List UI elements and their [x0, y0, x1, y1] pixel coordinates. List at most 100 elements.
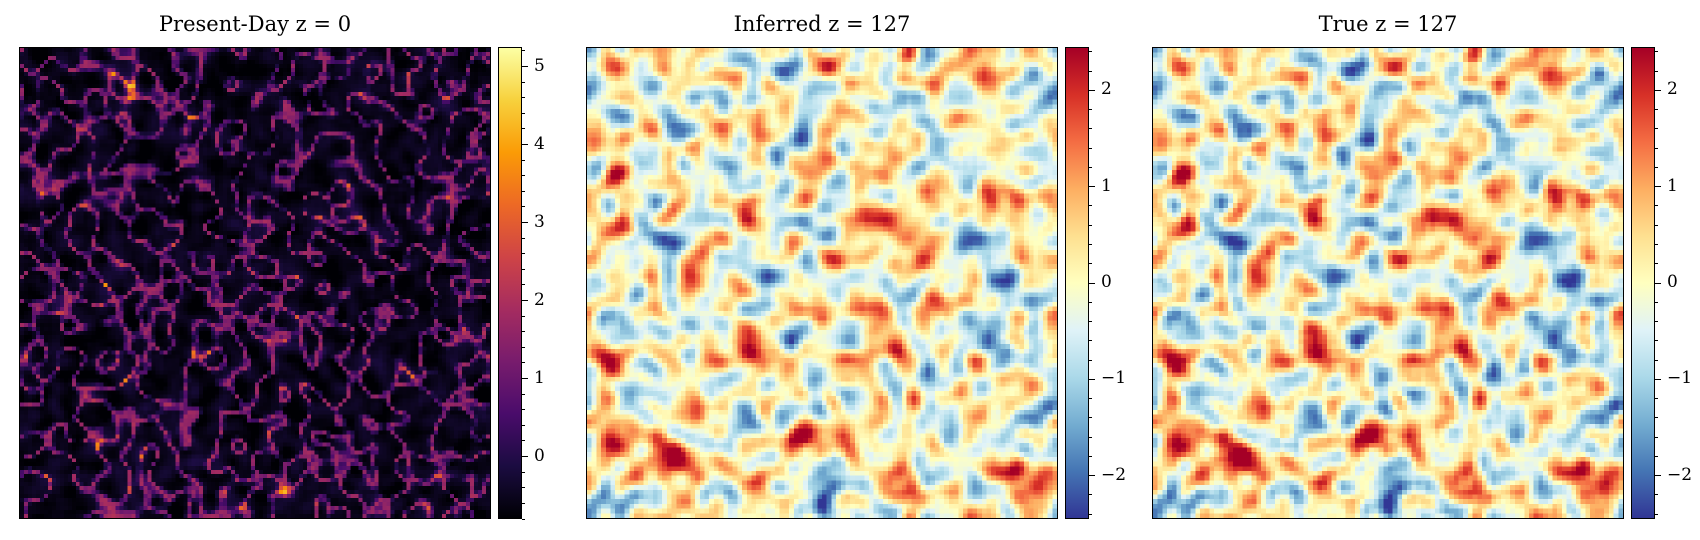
- tick-mark: [1655, 359, 1658, 361]
- tick-mark: [1655, 436, 1658, 438]
- tick-mark: [1089, 340, 1092, 342]
- panel-title: True z = 127: [1318, 12, 1458, 36]
- tick-mark: [1655, 205, 1658, 207]
- colorbar-tick-label: 3: [534, 211, 545, 232]
- tick-mark: [1089, 51, 1092, 53]
- tick-mark: [522, 300, 528, 302]
- tick-mark: [1655, 109, 1658, 111]
- tick-mark: [1089, 224, 1092, 226]
- panel-title: Inferred z = 127: [733, 12, 911, 36]
- colorbar: [1631, 47, 1655, 519]
- tick-mark: [522, 331, 525, 333]
- tick-mark: [1655, 321, 1658, 323]
- tick-mark: [522, 222, 528, 224]
- tick-mark: [1089, 243, 1092, 245]
- tick-mark: [1089, 378, 1095, 380]
- tick-mark: [1089, 494, 1092, 496]
- colorbar-tick-label: −1: [1667, 368, 1693, 389]
- tick-mark: [1089, 109, 1092, 111]
- colorbar-tick-label: −2: [1101, 464, 1127, 485]
- colorbar-tick-label: 2: [1101, 79, 1112, 100]
- tick-mark: [522, 284, 525, 286]
- tick-mark: [1655, 147, 1658, 149]
- density-heatmap: [19, 47, 491, 519]
- tick-mark: [1089, 398, 1092, 400]
- colorbar-tick-label: 0: [1667, 272, 1678, 292]
- colorbar-tick-label: 1: [534, 367, 545, 388]
- tick-mark: [1655, 70, 1658, 72]
- tick-mark: [522, 518, 525, 520]
- tick-mark: [522, 393, 525, 395]
- tick-mark: [1089, 359, 1092, 361]
- tick-mark: [1089, 89, 1095, 91]
- tick-mark: [1655, 89, 1661, 91]
- tick-mark: [522, 424, 525, 426]
- tick-mark: [522, 268, 525, 270]
- tick-mark: [1089, 166, 1092, 168]
- colorbar-tick-label: 5: [534, 55, 545, 76]
- tick-mark: [1089, 282, 1095, 284]
- tick-mark: [1655, 282, 1661, 284]
- tick-mark: [1089, 205, 1092, 207]
- colorbar-tick-label: 0: [534, 445, 545, 466]
- tick-mark: [1655, 186, 1661, 188]
- tick-mark: [522, 362, 525, 364]
- tick-mark: [522, 409, 525, 411]
- initial-conditions-heatmap: [586, 47, 1058, 519]
- heatmap-canvas: [587, 48, 1057, 518]
- tick-mark: [522, 159, 525, 161]
- tick-mark: [1089, 475, 1095, 477]
- tick-mark: [1655, 378, 1661, 380]
- colorbar-tick-label: 1: [1667, 175, 1678, 196]
- tick-mark: [522, 175, 525, 177]
- tick-mark: [522, 253, 525, 255]
- tick-mark: [522, 206, 525, 208]
- tick-mark: [1655, 263, 1658, 265]
- tick-mark: [1089, 321, 1092, 323]
- panel-present-day: Present-Day z = 0 0 1 2 3 4 5: [0, 0, 560, 540]
- tick-mark: [522, 66, 528, 67]
- tick-mark: [522, 502, 525, 504]
- heatmap-canvas: [20, 48, 490, 518]
- panel-true: True z = 127 −2 −1 0 1 2: [1132, 0, 1700, 540]
- colorbar-tick-label: −2: [1667, 464, 1693, 485]
- tick-mark: [1655, 340, 1658, 342]
- tick-mark: [1089, 417, 1092, 419]
- colorbar-ticks: −2 −1 0 1 2: [1089, 47, 1149, 519]
- colorbar: [1065, 47, 1089, 519]
- tick-mark: [1089, 301, 1092, 303]
- tick-mark: [1089, 186, 1095, 188]
- tick-mark: [1655, 301, 1658, 303]
- tick-mark: [1655, 494, 1658, 496]
- colorbar: [498, 47, 522, 519]
- tick-mark: [522, 378, 528, 380]
- tick-mark: [522, 144, 528, 146]
- tick-mark: [1655, 398, 1658, 400]
- tick-mark: [1655, 166, 1658, 168]
- tick-mark: [1089, 70, 1092, 72]
- tick-mark: [1655, 417, 1658, 419]
- tick-mark: [522, 50, 525, 52]
- colorbar-tick-label: −1: [1101, 368, 1127, 389]
- tick-mark: [1655, 455, 1658, 457]
- tick-mark: [1089, 455, 1092, 457]
- tick-mark: [1655, 243, 1658, 245]
- colorbar-tick-label: 2: [534, 289, 545, 310]
- tick-mark: [522, 190, 525, 192]
- tick-mark: [522, 456, 528, 458]
- initial-conditions-heatmap: [1152, 47, 1624, 519]
- panel-inferred: Inferred z = 127 −2 −1 0 1 2: [566, 0, 1132, 540]
- colorbar-tick-label: 2: [1667, 79, 1678, 100]
- tick-mark: [1655, 128, 1658, 130]
- tick-mark: [522, 237, 525, 239]
- tick-mark: [522, 315, 525, 317]
- tick-mark: [1089, 436, 1092, 438]
- tick-mark: [522, 440, 525, 442]
- colorbar-tick-label: 4: [534, 133, 545, 154]
- panel-title: Present-Day z = 0: [158, 12, 352, 36]
- tick-mark: [522, 81, 525, 83]
- tick-mark: [522, 97, 525, 99]
- tick-mark: [522, 487, 525, 489]
- tick-mark: [522, 346, 525, 348]
- heatmap-canvas: [1153, 48, 1623, 518]
